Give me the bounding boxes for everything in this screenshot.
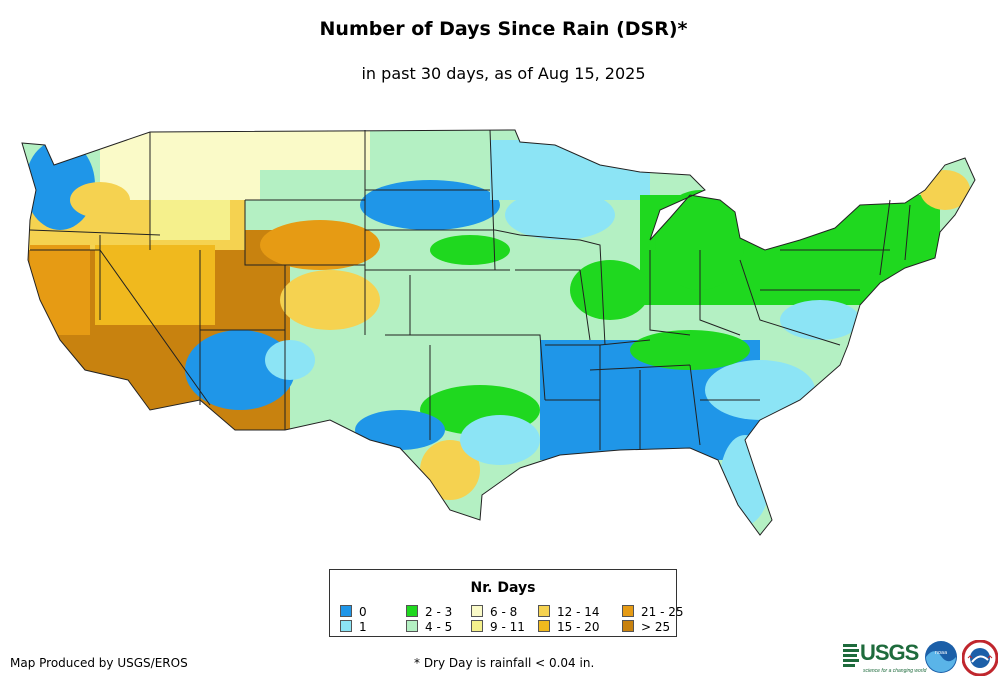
- state-borders: [21, 129, 976, 536]
- legend-swatch: [340, 620, 352, 632]
- legend-title: Nr. Days: [470, 580, 536, 596]
- usgs-logo-text: USGS: [860, 640, 919, 665]
- map-subtitle: in past 30 days, as of Aug 15, 2025: [361, 64, 646, 83]
- legend-swatch: [406, 620, 418, 632]
- legend-swatch: [406, 605, 418, 617]
- legend-label: 9 - 11: [490, 620, 525, 634]
- usgs-wave-icon: [843, 644, 861, 668]
- legend-label: > 25: [641, 620, 671, 634]
- nws-logo-icon: [962, 640, 998, 676]
- legend-label: 1: [359, 620, 367, 634]
- legend-label: 21 - 25: [641, 605, 684, 619]
- legend-swatch: [471, 605, 483, 617]
- legend-swatch: [622, 605, 634, 617]
- legend-swatch: [622, 620, 634, 632]
- noaa-logo-text: noaa: [935, 650, 947, 656]
- usgs-tagline: science for a changing world: [863, 668, 927, 674]
- legend-item: > 25: [622, 620, 670, 633]
- legend-item: 15 - 20: [538, 620, 600, 633]
- dry-day-note: * Dry Day is rainfall < 0.04 in.: [414, 656, 595, 670]
- map-credit: Map Produced by USGS/EROS: [10, 656, 188, 670]
- legend-swatch: [340, 605, 352, 617]
- legend-label: 4 - 5: [425, 620, 453, 634]
- legend-item: 2 - 3: [406, 605, 452, 618]
- legend-item: 1: [340, 620, 367, 633]
- legend-item: 21 - 25: [622, 605, 684, 618]
- legend-swatch: [538, 605, 550, 617]
- legend-item: 12 - 14: [538, 605, 600, 618]
- usgs-logo: USGS science for a changing world: [843, 640, 926, 676]
- legend-label: 2 - 3: [425, 605, 453, 619]
- legend-item: 0: [340, 605, 367, 618]
- legend-item: 9 - 11: [471, 620, 525, 633]
- legend-label: 12 - 14: [557, 605, 600, 619]
- legend-label: 15 - 20: [557, 620, 600, 634]
- legend-label: 0: [359, 605, 367, 619]
- legend-item: 6 - 8: [471, 605, 517, 618]
- legend-swatch: [538, 620, 550, 632]
- legend-swatch: [471, 620, 483, 632]
- map-title: Number of Days Since Rain (DSR)*: [319, 18, 688, 40]
- legend-label: 6 - 8: [490, 605, 518, 619]
- legend-item: 4 - 5: [406, 620, 452, 633]
- noaa-logo-icon: noaa: [925, 641, 957, 673]
